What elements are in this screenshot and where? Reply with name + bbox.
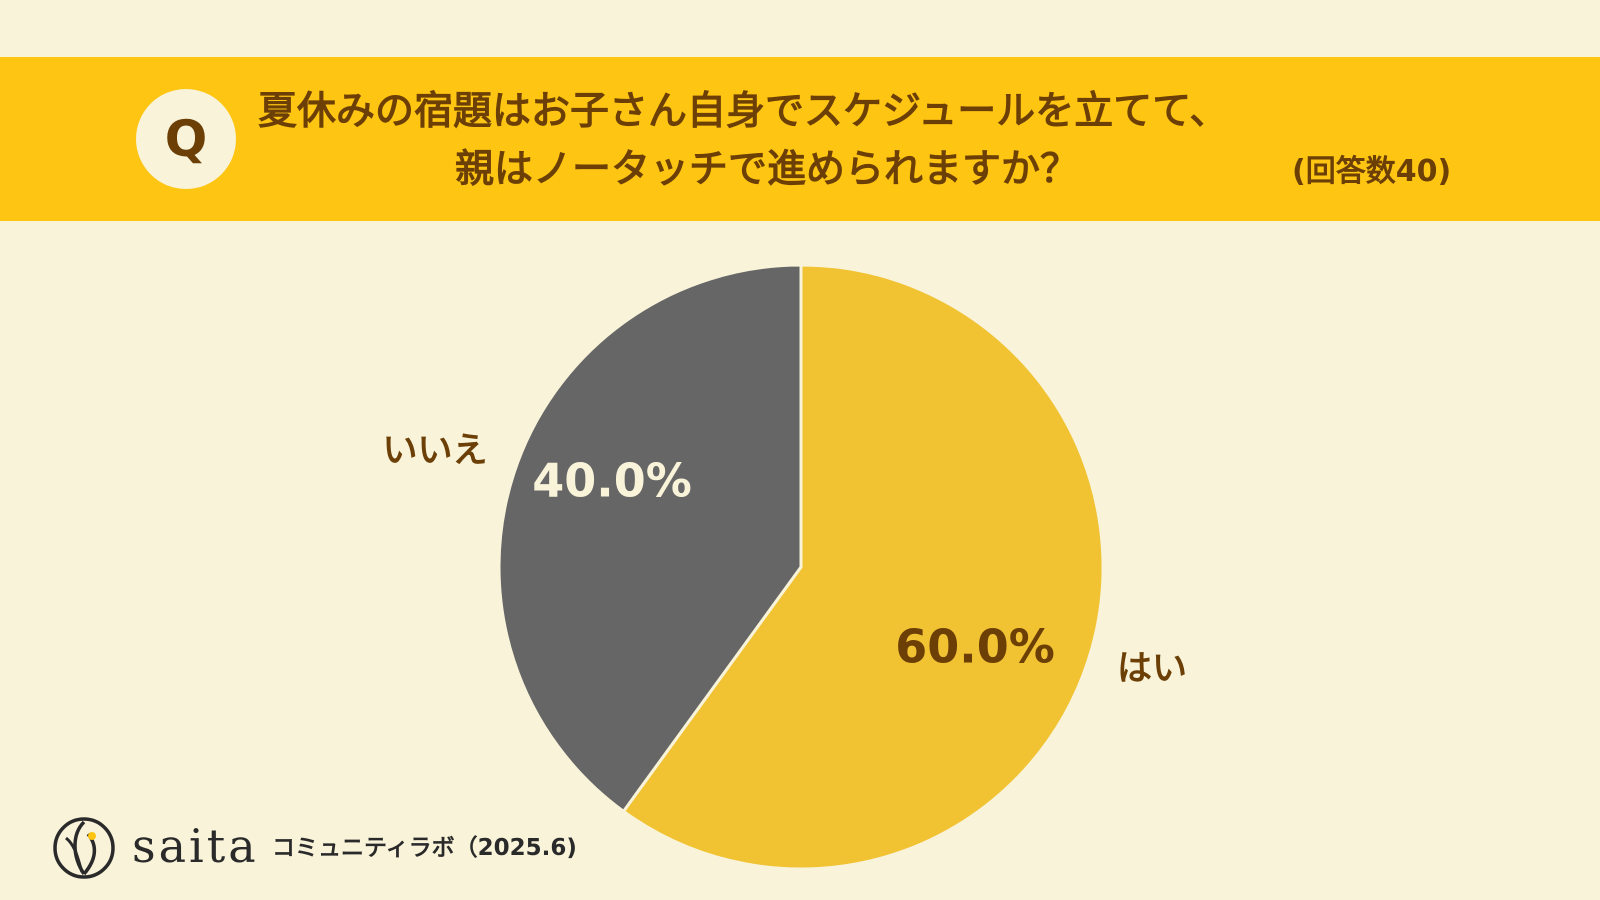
q-badge: Q — [136, 89, 236, 189]
pie-percent-label-yes: 60.0% — [895, 620, 1055, 674]
question-banner — [0, 57, 1600, 221]
question-title-line-2: 親はノータッチで進められますか？ — [455, 147, 1080, 192]
brand-subtitle: コミュニティラボ（2025.6) — [272, 835, 577, 861]
pie-category-label-yes: はい — [1117, 649, 1187, 689]
question-title-line-1: 夏休みの宿題はお子さん自身でスケジュールを立てて、 — [258, 89, 1229, 134]
respondent-count: (回答数40) — [1292, 154, 1452, 189]
pie-percent-label-no: 40.0% — [532, 454, 692, 508]
pie-slice-yes — [621, 263, 1105, 871]
saita-leaf-logo-icon — [53, 817, 115, 879]
pie-category-label-no: いいえ — [382, 431, 487, 471]
pie-slice-no — [497, 263, 803, 813]
brand-name: saita — [132, 819, 259, 873]
